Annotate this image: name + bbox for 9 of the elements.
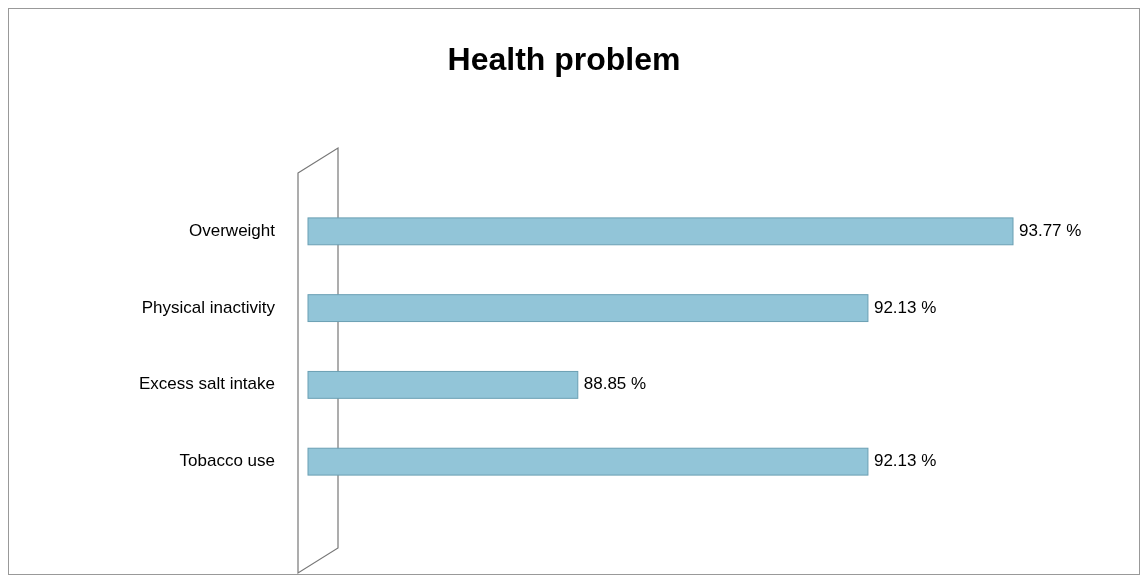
y-tick-label: Overweight (189, 220, 276, 240)
y-tick-label: Excess salt intake (138, 374, 275, 394)
data-label: 92.13 % (873, 297, 937, 317)
data-label: 88.85 % (583, 374, 647, 394)
chart-title: Health problem (447, 41, 681, 77)
y-tick-label: Physical inactivity (141, 297, 276, 317)
y-tick-label: Tobacco use (179, 451, 275, 471)
data-label: 93.77 % (1019, 220, 1082, 240)
data-label: 92.13 % (873, 451, 937, 471)
